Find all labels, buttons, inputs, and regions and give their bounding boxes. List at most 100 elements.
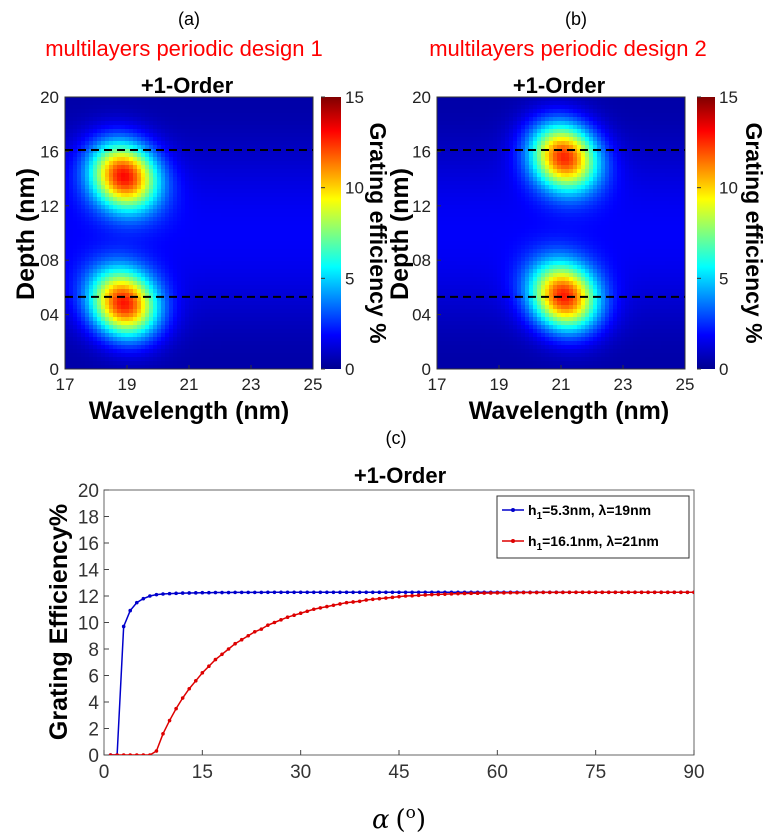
heatmap-cell	[237, 241, 242, 246]
heatmap-cell	[141, 333, 146, 338]
heatmap-cell	[457, 269, 462, 274]
heatmap-cell	[289, 297, 294, 302]
heatmap-cell	[85, 305, 90, 310]
heatmap-cell	[457, 177, 462, 182]
heatmap-cell	[217, 269, 222, 274]
heatmap-cell	[65, 129, 70, 134]
heatmap-cell	[453, 145, 458, 150]
heatmap-cell	[273, 193, 278, 198]
heatmap-cell	[213, 269, 218, 274]
heatmap-cell	[437, 217, 442, 222]
heatmap-cell	[205, 357, 210, 362]
y-tick-label: 04	[40, 306, 59, 325]
heatmap-cell	[117, 365, 122, 369]
heatmap-cell	[261, 137, 266, 142]
heatmap-cell	[253, 225, 258, 230]
heatmap-cell	[233, 197, 238, 202]
heatmap-cell	[77, 113, 82, 118]
heatmap-cell	[133, 253, 138, 258]
heatmap-cell	[169, 209, 174, 214]
heatmap-cell	[301, 133, 306, 138]
heatmap-cell	[305, 173, 310, 178]
heatmap-cell	[149, 113, 154, 118]
heatmap-cell	[97, 341, 102, 346]
heatmap-cell	[93, 349, 98, 354]
heatmap-cell	[233, 117, 238, 122]
heatmap-cell	[173, 325, 178, 330]
heatmap-cell	[165, 245, 170, 250]
heatmap-cell	[85, 153, 90, 158]
heatmap-cell	[265, 309, 270, 314]
heatmap-cell	[169, 145, 174, 150]
heatmap-cell	[473, 321, 478, 326]
heatmap-cell	[77, 109, 82, 114]
heatmap-cell	[121, 225, 126, 230]
heatmap-cell	[265, 173, 270, 178]
heatmap-cell	[177, 257, 182, 262]
heatmap-cell	[477, 173, 482, 178]
heatmap-cell	[85, 285, 90, 290]
heatmap-cell	[273, 257, 278, 262]
heatmap-cell	[305, 241, 310, 246]
x-tick-label: 21	[180, 375, 199, 394]
heatmap-cell	[161, 301, 166, 306]
heatmap-cell	[441, 333, 446, 338]
heatmap-cell	[165, 277, 170, 282]
heatmap-cell	[441, 97, 446, 102]
heatmap-cell	[173, 165, 178, 170]
heatmap-cell	[301, 245, 306, 250]
heatmap-cell	[201, 329, 206, 334]
heatmap-cell	[197, 109, 202, 114]
heatmap-cell	[217, 221, 222, 226]
heatmap-cell	[185, 325, 190, 330]
heatmap-cell	[465, 349, 470, 354]
heatmap-cell	[189, 153, 194, 158]
heatmap-cell	[449, 161, 454, 166]
heatmap-cell	[157, 121, 162, 126]
heatmap-cell	[281, 229, 286, 234]
heatmap-cell	[241, 361, 246, 366]
heatmap-cell	[153, 229, 158, 234]
heatmap-cell	[457, 173, 462, 178]
heatmap-cell	[101, 169, 106, 174]
heatmap-cell	[261, 337, 266, 342]
heatmap-cell	[221, 101, 226, 106]
heatmap-cell	[305, 277, 310, 282]
heatmap-cell	[233, 261, 238, 266]
heatmap-cell	[301, 341, 306, 346]
heatmap-cell	[241, 249, 246, 254]
heatmap-cell	[245, 353, 250, 358]
heatmap-cell	[473, 197, 478, 202]
heatmap-cell	[257, 129, 262, 134]
heatmap-cell	[461, 161, 466, 166]
heatmap-cell	[253, 273, 258, 278]
heatmap-cell	[193, 341, 198, 346]
panel-b-order-title: +1-Order	[513, 73, 606, 98]
heatmap-cell	[193, 365, 198, 369]
heatmap-cell	[253, 157, 258, 162]
heatmap-cell	[253, 229, 258, 234]
heatmap-cell	[461, 313, 466, 318]
heatmap-cell	[217, 153, 222, 158]
heatmap-cell	[237, 117, 242, 122]
heatmap-cell	[73, 257, 78, 262]
heatmap-cell	[189, 165, 194, 170]
heatmap-cell	[209, 305, 214, 310]
heatmap-cell	[257, 281, 262, 286]
colorbar-tick-label: 5	[345, 269, 354, 288]
heatmap-cell	[153, 193, 158, 198]
heatmap-cell	[437, 313, 442, 318]
heatmap-cell	[169, 361, 174, 366]
heatmap-cell	[473, 293, 478, 298]
heatmap-cell	[73, 97, 78, 102]
heatmap-cell	[141, 249, 146, 254]
heatmap-cell	[165, 193, 170, 198]
heatmap-cell	[217, 261, 222, 266]
heatmap-cell	[249, 133, 254, 138]
heatmap-cell	[177, 365, 182, 369]
heatmap-cell	[469, 101, 474, 106]
heatmap-cell	[153, 197, 158, 202]
heatmap-cell	[129, 233, 134, 238]
heatmap-cell	[205, 249, 210, 254]
heatmap-cell	[81, 257, 86, 262]
